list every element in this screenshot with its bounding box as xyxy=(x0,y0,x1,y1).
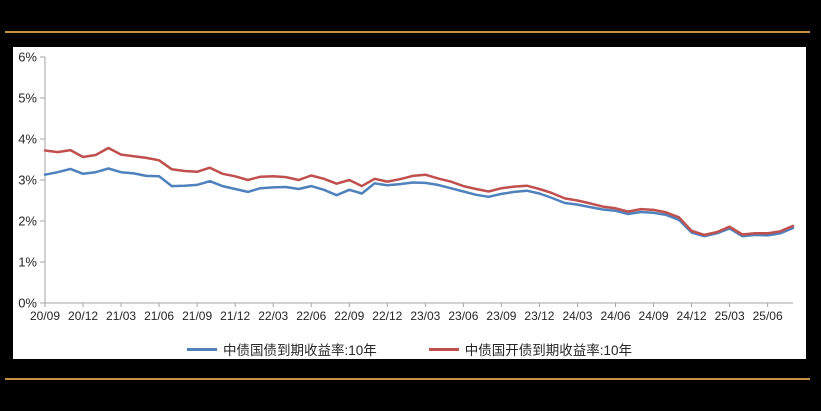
chart-panel: 6% 5% 4% 3% 2% 1% 0% 20/09 20/12 21/03 21/06 21/09 2… xyxy=(13,47,806,359)
x-tick-label: 25/06 xyxy=(753,309,783,323)
top-accent-line xyxy=(5,31,810,33)
x-tick-label: 24/09 xyxy=(639,309,669,323)
x-tick-label: 21/06 xyxy=(144,309,174,323)
x-tick-label: 22/03 xyxy=(258,309,288,323)
y-tick-label: 3% xyxy=(18,173,37,188)
x-tick-label: 23/09 xyxy=(486,309,516,323)
chart-legend: 中债国债到期收益率:10年 中债国开债到期收益率:10年 xyxy=(13,340,806,358)
x-tick-label: 20/12 xyxy=(68,309,98,323)
x-tick-label: 21/12 xyxy=(220,309,250,323)
y-tick-label: 4% xyxy=(18,132,37,147)
y-tick-label: 6% xyxy=(18,50,37,65)
y-tick-label: 2% xyxy=(18,214,37,229)
x-tick-label: 24/03 xyxy=(562,309,592,323)
x-tick-label: 20/09 xyxy=(30,309,60,323)
x-tick-label: 23/03 xyxy=(410,309,440,323)
legend-item-treasury-yield: 中债国债到期收益率:10年 xyxy=(186,339,377,359)
legend-swatch-treasury xyxy=(186,347,217,351)
legend-swatch-cdb xyxy=(428,347,459,351)
x-tick-label: 23/12 xyxy=(524,309,554,323)
x-tick-label: 22/09 xyxy=(334,309,364,323)
x-tick-label: 22/06 xyxy=(296,309,326,323)
yield-line-chart: 6% 5% 4% 3% 2% 1% 0%20/09 20/12 21/03 21/06 21/09 2… xyxy=(18,50,795,323)
y-tick-label: 1% xyxy=(18,255,37,270)
x-tick-label: 23/06 xyxy=(448,309,478,323)
series-line-1 xyxy=(43,146,795,237)
y-tick-label: 5% xyxy=(18,91,37,106)
legend-item-cdb-yield: 中债国开债到期收益率:10年 xyxy=(428,339,633,359)
y-tick-label: 0% xyxy=(18,296,37,311)
x-tick-label: 21/09 xyxy=(182,309,212,323)
x-tick-label: 22/12 xyxy=(372,309,402,323)
x-tick-label: 25/03 xyxy=(715,309,745,323)
x-tick-label: 21/03 xyxy=(106,309,136,323)
x-tick-label: 24/12 xyxy=(677,309,707,323)
x-tick-label: 24/06 xyxy=(600,309,630,323)
bottom-accent-line xyxy=(5,378,810,380)
legend-label-cdb: 中债国开债到期收益率:10年 xyxy=(464,343,633,358)
series-line-0 xyxy=(43,167,795,238)
legend-label-treasury: 中债国债到期收益率:10年 xyxy=(222,343,377,358)
